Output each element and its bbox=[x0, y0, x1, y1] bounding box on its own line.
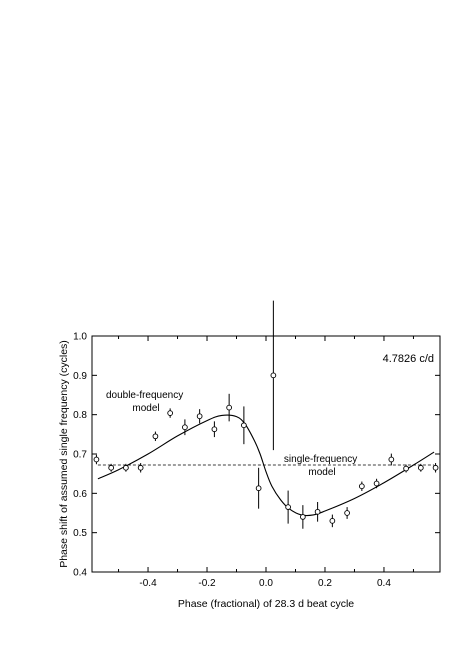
point-marker bbox=[403, 465, 409, 472]
point-marker bbox=[182, 424, 188, 431]
y-tick-label: 0.8 bbox=[73, 410, 87, 421]
x-tick-label: -0.2 bbox=[198, 578, 216, 589]
point-marker bbox=[285, 504, 291, 510]
data-point bbox=[329, 514, 336, 528]
point-marker bbox=[167, 410, 174, 416]
point-marker bbox=[152, 433, 159, 440]
data-point bbox=[373, 478, 380, 489]
y-tick-label: 0.6 bbox=[73, 489, 87, 500]
y-axis-ticks: 0.4 0.5 0.6 0.7 0.8 0.9 1.0 bbox=[73, 332, 440, 579]
point-marker bbox=[373, 480, 380, 487]
data-point bbox=[93, 454, 100, 465]
data-point bbox=[270, 300, 277, 451]
plot-area: -0.4 -0.2 0.0 0.2 0.4 0.4 0.5 0.6 0.7 0.8 0.9 1.0 bbox=[73, 300, 441, 589]
point-marker bbox=[93, 456, 100, 463]
y-tick-label: 0.5 bbox=[73, 528, 87, 539]
double-frequency-label-line1: double-frequency bbox=[106, 390, 183, 401]
plot-frame bbox=[91, 335, 441, 573]
x-tick-label: 0.2 bbox=[318, 578, 332, 589]
data-point bbox=[196, 409, 203, 424]
data-point bbox=[241, 406, 247, 445]
data-point bbox=[255, 467, 262, 509]
point-marker bbox=[358, 483, 365, 490]
point-marker bbox=[196, 413, 203, 420]
point-marker bbox=[108, 464, 115, 471]
data-point bbox=[344, 507, 350, 519]
data-point bbox=[167, 408, 174, 418]
single-frequency-label-line1: single-frequency bbox=[284, 454, 357, 465]
data-point bbox=[108, 463, 115, 472]
data-point bbox=[123, 463, 129, 472]
data-point bbox=[211, 421, 218, 438]
point-marker bbox=[270, 372, 277, 379]
x-axis-title: Phase (fractional) of 28.3 d beat cycle bbox=[178, 598, 354, 610]
point-marker bbox=[123, 464, 129, 471]
data-point bbox=[432, 463, 439, 473]
point-marker bbox=[241, 422, 247, 429]
single-frequency-label: single-frequency model bbox=[284, 454, 360, 478]
data-point bbox=[182, 419, 188, 436]
x-tick-label: -0.4 bbox=[139, 578, 157, 589]
point-marker bbox=[329, 518, 336, 524]
model-curves bbox=[97, 414, 435, 517]
data-point bbox=[403, 464, 409, 473]
point-marker bbox=[432, 464, 439, 471]
data-point bbox=[358, 481, 365, 491]
point-marker bbox=[388, 456, 395, 463]
x-tick-label: 0.0 bbox=[259, 578, 273, 589]
data-point bbox=[417, 463, 424, 472]
point-marker bbox=[137, 464, 144, 471]
single-frequency-label-line2: model bbox=[308, 467, 335, 478]
point-marker bbox=[226, 404, 232, 411]
point-marker bbox=[314, 508, 321, 515]
point-marker bbox=[300, 514, 306, 520]
data-point bbox=[388, 453, 395, 466]
data-point bbox=[152, 431, 159, 442]
point-marker bbox=[211, 426, 218, 433]
x-tick-label: 0.4 bbox=[377, 578, 391, 589]
y-tick-label: 0.7 bbox=[73, 450, 87, 461]
double-frequency-model-curve bbox=[97, 414, 435, 517]
point-marker bbox=[417, 464, 424, 471]
data-point bbox=[300, 505, 306, 529]
double-frequency-label: double-frequency model bbox=[106, 390, 186, 414]
x-axis-ticks: -0.4 -0.2 0.0 0.2 0.4 bbox=[118, 336, 414, 589]
y-axis-title: Phase shift of assumed single frequency … bbox=[58, 340, 70, 568]
y-tick-label: 0.9 bbox=[73, 371, 87, 382]
data-point bbox=[314, 501, 321, 522]
data-point bbox=[137, 463, 144, 473]
data-point bbox=[285, 490, 291, 524]
point-marker bbox=[344, 510, 350, 516]
double-frequency-label-line2: model bbox=[132, 403, 159, 414]
point-marker bbox=[255, 485, 262, 492]
frequency-annotation: 4.7826 c/d bbox=[383, 353, 434, 365]
y-tick-label: 0.4 bbox=[73, 568, 87, 579]
data-point bbox=[226, 393, 232, 422]
data-points bbox=[93, 300, 439, 529]
y-tick-label: 1.0 bbox=[73, 332, 87, 343]
